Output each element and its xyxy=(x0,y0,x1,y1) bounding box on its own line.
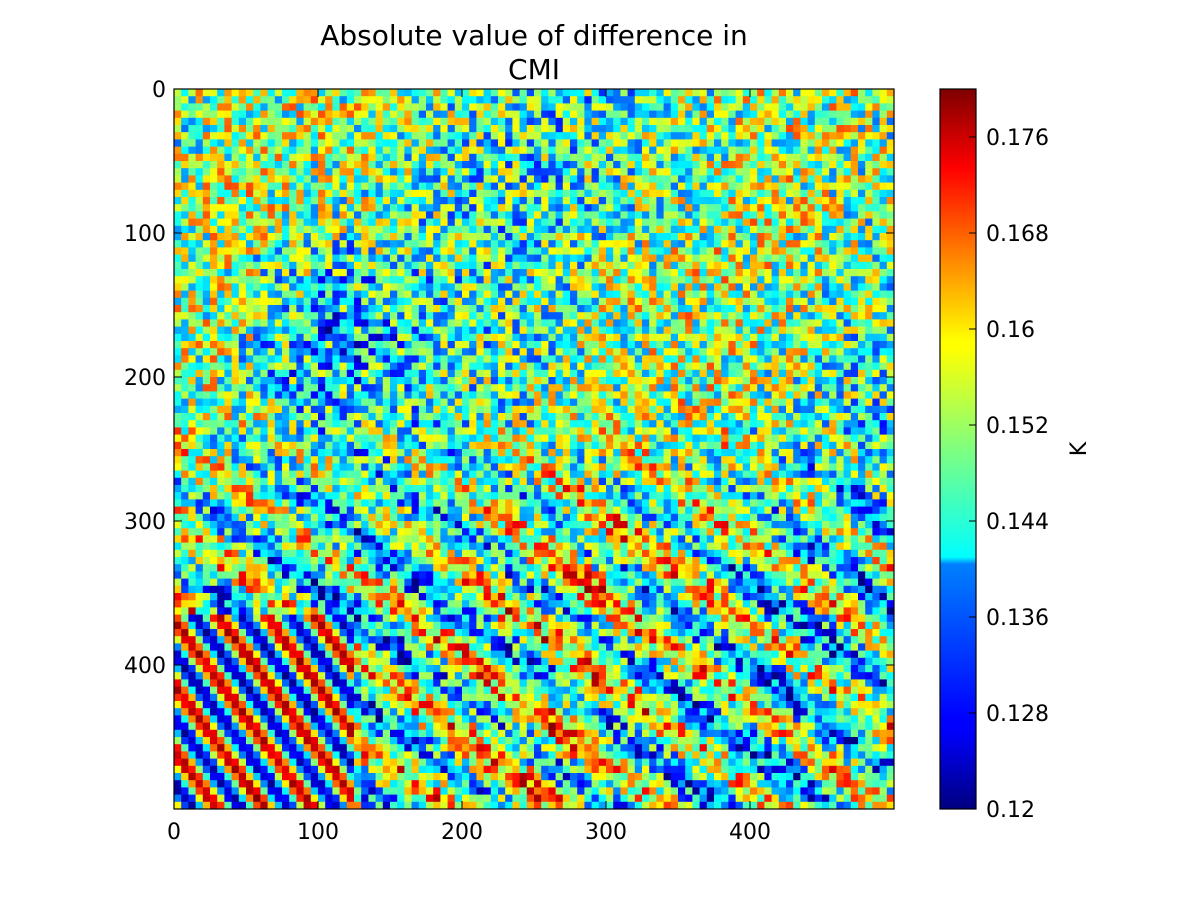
colorbar-tick-label: 0.128 xyxy=(986,702,1049,727)
x-axis: 0 100 200 300 400 xyxy=(167,89,771,845)
colorbar-tick-label: 0.168 xyxy=(986,222,1049,247)
colorbar-tick-label: 0.144 xyxy=(986,510,1049,535)
x-tick-label: 400 xyxy=(729,820,771,845)
colorbar xyxy=(939,88,977,810)
colorbar-ticks: 0.12 0.128 0.136 0.144 0.152 0.16 0.168 0.176 xyxy=(969,126,1049,823)
chart-title-line-2: CMI xyxy=(508,53,560,86)
y-tick-label: 0 xyxy=(152,78,166,103)
colorbar-tick-label: 0.176 xyxy=(986,126,1049,151)
colorbar-label: K xyxy=(1067,441,1092,456)
y-axis: 0 100 200 300 400 xyxy=(124,78,894,679)
colorbar-tick-label: 0.136 xyxy=(986,606,1049,631)
colorbar-tick-label: 0.152 xyxy=(986,414,1049,439)
x-tick-label: 0 xyxy=(167,820,181,845)
y-tick-label: 100 xyxy=(124,222,166,247)
colorbar-tick-label: 0.16 xyxy=(986,318,1035,343)
y-tick-label: 300 xyxy=(124,510,166,535)
y-tick-label: 200 xyxy=(124,366,166,391)
x-tick-label: 300 xyxy=(585,820,627,845)
chart-title-line-1: Absolute value of difference in xyxy=(320,19,748,52)
colorbar-tick-label: 0.12 xyxy=(986,798,1035,823)
y-tick-label: 400 xyxy=(124,654,166,679)
x-tick-label: 100 xyxy=(297,820,339,845)
heatmap-image xyxy=(174,89,894,809)
plot-frame xyxy=(173,88,895,810)
x-tick-label: 200 xyxy=(441,820,483,845)
